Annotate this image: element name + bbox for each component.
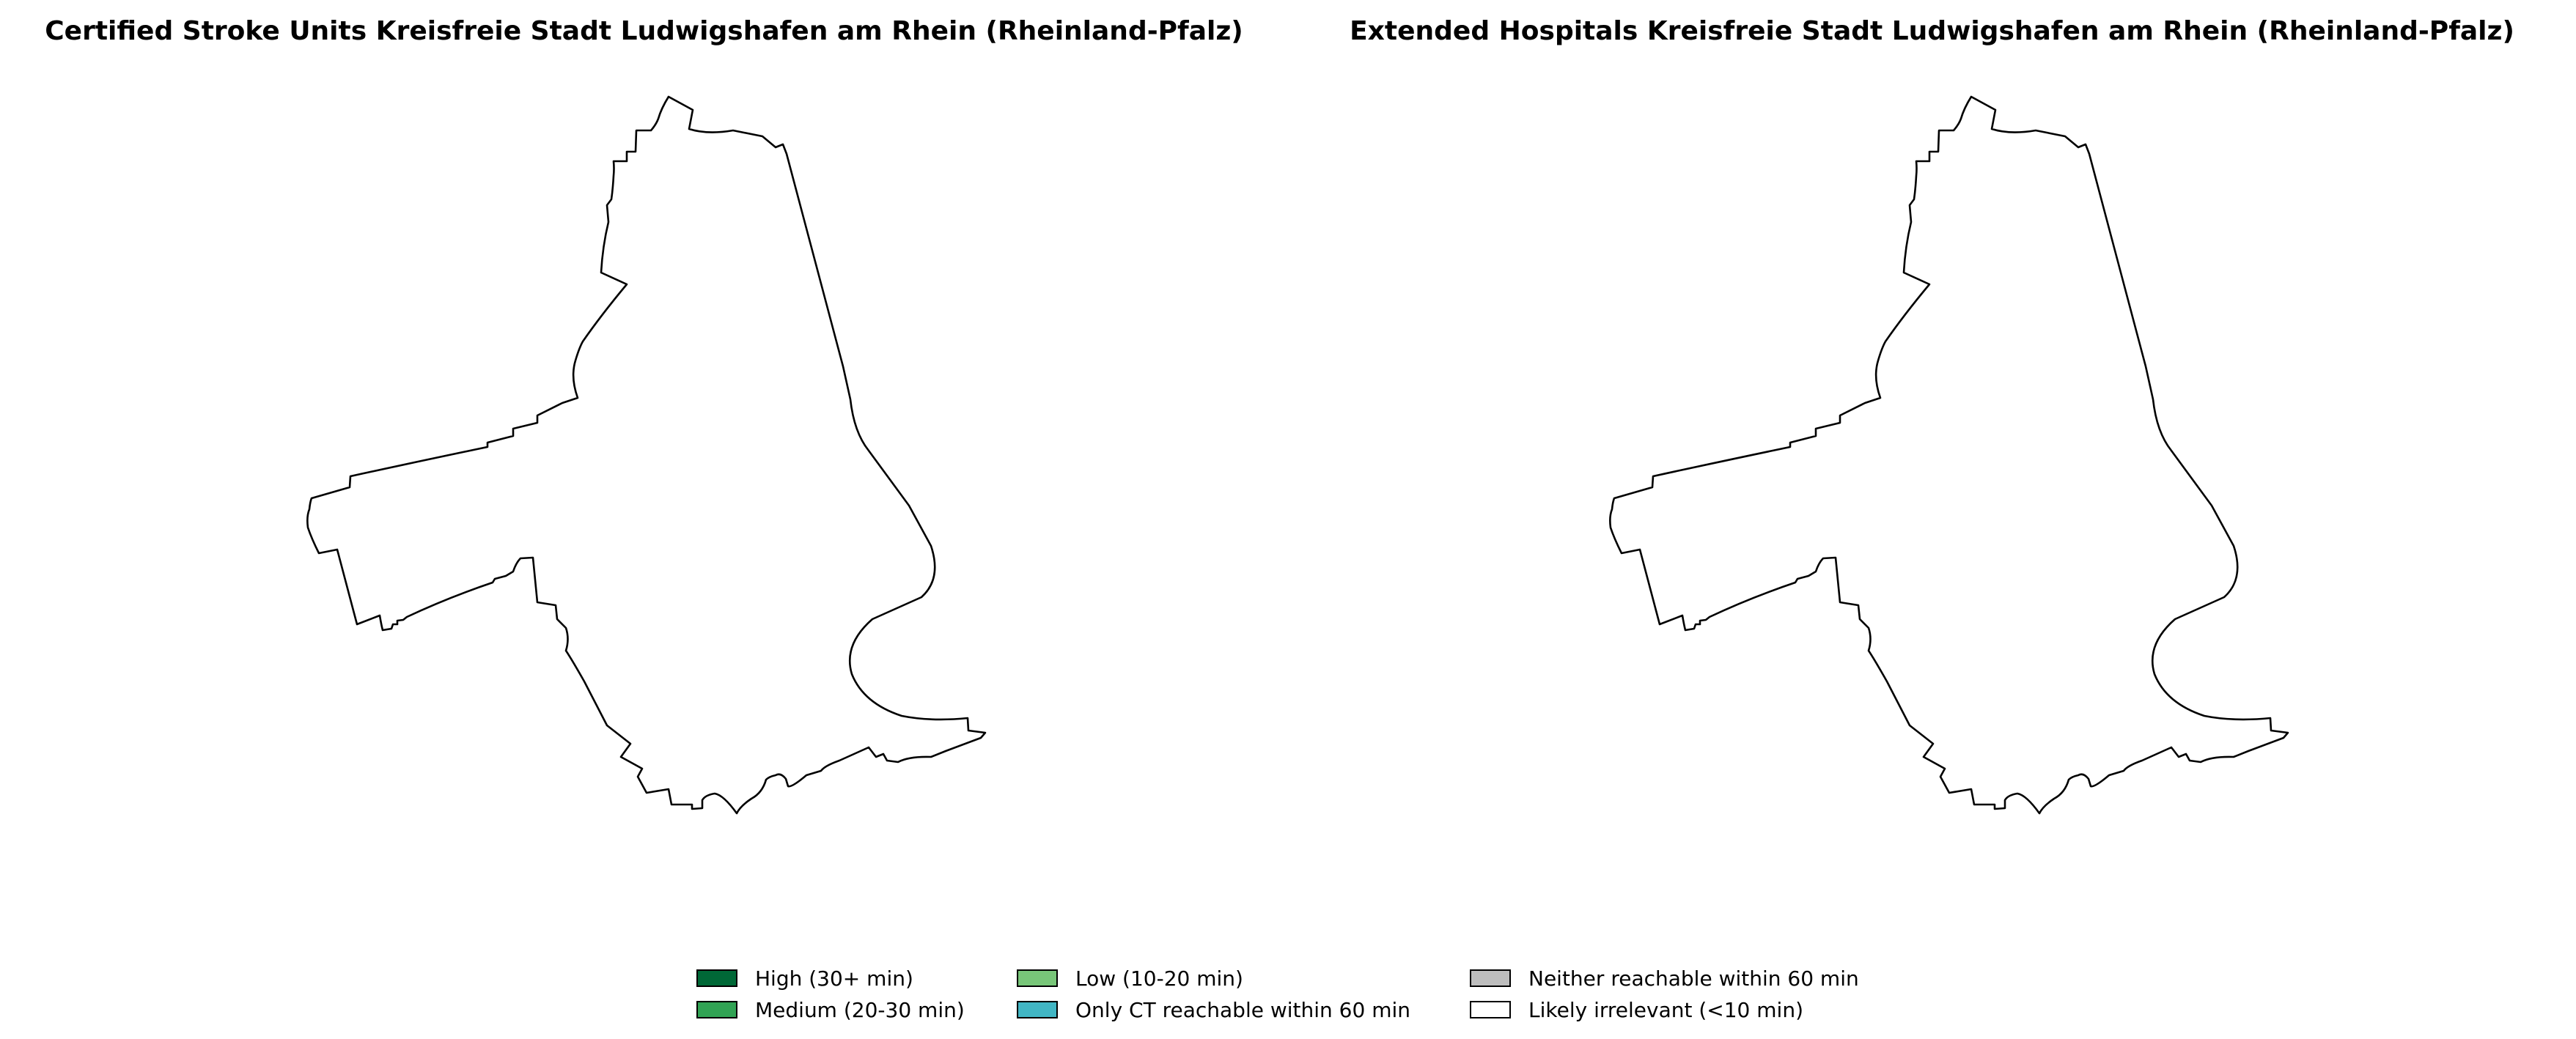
legend-label-irrelevant: Likely irrelevant (<10 min) <box>1528 997 1803 1022</box>
legend-item-irrelevant: Likely irrelevant (<10 min) <box>1470 995 1803 1024</box>
legend-swatch-high <box>696 969 737 987</box>
legend-label-neither: Neither reachable within 60 min <box>1528 966 1859 991</box>
legend-item-medium: Medium (20-30 min) <box>696 995 965 1024</box>
legend-swatch-medium <box>696 1001 737 1018</box>
district-outline-right <box>1609 95 2289 815</box>
legend-item-neither: Neither reachable within 60 min <box>1470 964 1859 993</box>
legend-item-low: Low (10-20 min) <box>1017 964 1243 993</box>
legend-label-medium: Medium (20-30 min) <box>755 997 965 1022</box>
legend-label-high: High (30+ min) <box>755 966 913 991</box>
left-map-title: Certified Stroke Units Kreisfreie Stadt … <box>45 16 1243 46</box>
legend: High (30+ min) Medium (20-30 min) Low (1… <box>696 964 1884 1029</box>
right-map-title: Extended Hospitals Kreisfreie Stadt Ludw… <box>1350 16 2514 46</box>
legend-label-low: Low (10-20 min) <box>1075 966 1243 991</box>
legend-label-only-ct: Only CT reachable within 60 min <box>1075 997 1411 1022</box>
legend-swatch-only-ct <box>1017 1001 1058 1018</box>
legend-item-high: High (30+ min) <box>696 964 913 993</box>
legend-swatch-irrelevant <box>1470 1001 1511 1018</box>
legend-item-only-ct: Only CT reachable within 60 min <box>1017 995 1410 1024</box>
district-outline-left <box>306 95 987 815</box>
legend-swatch-neither <box>1470 969 1511 987</box>
legend-swatch-low <box>1017 969 1058 987</box>
